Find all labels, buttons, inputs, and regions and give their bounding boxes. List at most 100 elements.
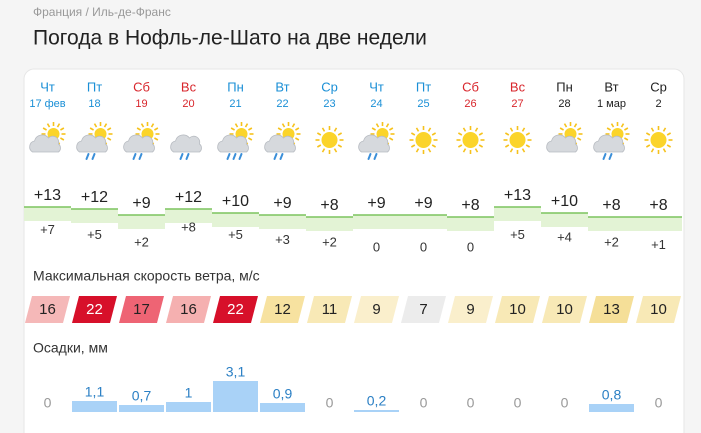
sun	[462, 132, 479, 148]
sun-ray	[563, 123, 568, 128]
sun-ray	[375, 123, 380, 128]
max-temperature: +9	[273, 195, 291, 212]
min-temperature: 0	[420, 239, 427, 254]
precipitation-value: 0	[655, 395, 663, 411]
temperature-band	[588, 217, 635, 231]
wind-cell	[401, 296, 446, 323]
date: 20	[182, 98, 194, 110]
wind-cell	[307, 296, 352, 323]
sun-ray	[525, 144, 531, 148]
weekday: Сб	[462, 79, 479, 94]
min-temperature: 0	[373, 239, 380, 254]
sun-ray	[504, 144, 510, 148]
sun	[415, 132, 432, 148]
sun-ray	[662, 148, 667, 153]
max-temperature: +9	[132, 195, 150, 212]
precipitation-value: 0	[326, 395, 334, 411]
page-title: Погода в Нофль-ле-Шато на две недели	[33, 27, 427, 50]
sun-ray	[509, 127, 514, 132]
wind-value: 22	[227, 301, 244, 318]
sun-ray	[504, 132, 510, 136]
sun-ray	[385, 123, 390, 128]
precipitation-value: 1,1	[85, 384, 105, 400]
wind-cell	[119, 296, 164, 323]
temperature-band	[24, 207, 71, 221]
sun-ray	[281, 123, 286, 128]
weather-icon	[123, 122, 160, 160]
sun	[509, 132, 526, 148]
precipitation-bar	[260, 403, 305, 412]
sun-ray	[150, 123, 155, 128]
temperature-band	[541, 213, 588, 227]
rain-drop	[373, 153, 378, 160]
min-temperature: +3	[275, 232, 290, 247]
wind-cell	[589, 296, 634, 323]
weekday: Пт	[87, 79, 102, 94]
wind-value: 10	[556, 301, 573, 318]
date: 17 фев	[29, 98, 65, 110]
temperature-band	[71, 209, 118, 223]
weather-icon	[593, 122, 630, 160]
sun-ray	[620, 123, 625, 128]
weather-icon	[264, 122, 301, 160]
min-temperature: +2	[134, 234, 149, 249]
cloud	[29, 134, 61, 153]
weekday: Пн	[556, 79, 573, 94]
weather-icon	[409, 126, 438, 154]
date: 26	[464, 98, 476, 110]
wind-cell	[25, 296, 70, 323]
wind-cell	[354, 296, 399, 323]
date: 18	[88, 98, 100, 110]
sun-ray	[93, 123, 98, 128]
weekday: Вс	[181, 79, 197, 94]
weekday: Пт	[416, 79, 431, 94]
sun-ray	[624, 127, 629, 131]
wind-value: 12	[274, 301, 291, 318]
sun-ray	[60, 137, 65, 141]
breadcrumb[interactable]: Франция / Иль-де-Франс	[33, 5, 171, 19]
sun	[650, 132, 667, 148]
wind-cell	[495, 296, 540, 323]
date: 25	[417, 98, 429, 110]
sun-ray	[650, 127, 655, 132]
sun-ray	[525, 132, 531, 136]
sun-ray	[645, 144, 651, 148]
sun-ray	[154, 127, 159, 131]
rain-drop	[132, 153, 137, 160]
weekday: Вт	[604, 79, 618, 94]
card	[23, 68, 685, 433]
sun-ray	[521, 127, 526, 132]
precipitation-bar	[213, 381, 258, 412]
temperature-band	[165, 209, 212, 223]
sun-ray	[316, 132, 322, 136]
wind-value: 16	[39, 301, 56, 318]
rain-drop	[273, 153, 278, 160]
weekday: Ср	[650, 79, 667, 94]
wind-value: 16	[180, 301, 197, 318]
sun-ray	[295, 137, 300, 141]
weekday: Чт	[369, 79, 384, 94]
precipitation-value: 0,8	[602, 387, 622, 403]
wind-value: 22	[86, 301, 103, 318]
sun-ray	[666, 144, 672, 148]
rain-drop	[279, 153, 284, 160]
weather-icon	[170, 134, 202, 160]
sun-ray	[234, 123, 239, 128]
sun-ray	[559, 127, 564, 131]
max-temperature: +12	[81, 189, 108, 206]
precipitation-bar	[166, 402, 211, 412]
rain-drop	[138, 153, 143, 160]
precipitation-value: 1	[185, 385, 193, 401]
sun-ray	[457, 144, 463, 148]
sun-ray	[410, 144, 416, 148]
precipitation-value: 0,7	[132, 388, 152, 404]
wind-cell	[448, 296, 493, 323]
precipitation-value: 3,1	[226, 364, 246, 380]
temperature-band	[212, 213, 259, 227]
weather-icon	[315, 126, 344, 154]
weather-icon	[546, 122, 583, 153]
sun-ray	[60, 127, 65, 131]
sun-ray	[427, 127, 432, 132]
sun-ray	[645, 132, 651, 136]
sun-ray	[244, 123, 249, 128]
